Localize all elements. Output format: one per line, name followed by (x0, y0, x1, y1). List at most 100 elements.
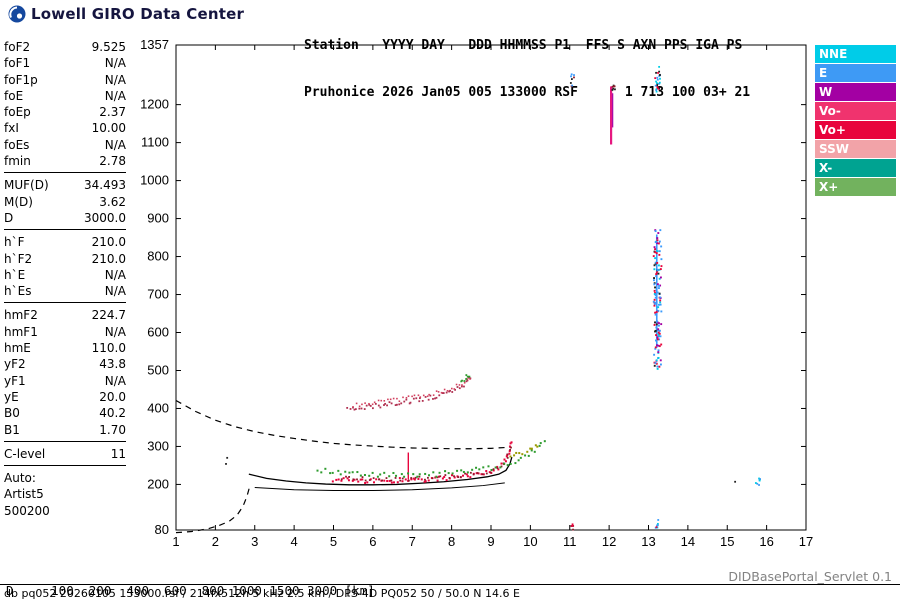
param-label: hmF1 (4, 324, 38, 339)
muf-table: D 100 200 400 600 800 1000 1500 3000 [km… (6, 553, 382, 600)
params-divider (4, 229, 126, 231)
header-values-line: Pruhonice 2026 Jan05 005 133000 RSF 1 71… (304, 84, 751, 100)
plot-frame (175, 44, 807, 531)
param-value: 40.2 (99, 406, 126, 421)
y-tick-label: 300 (147, 438, 169, 453)
series-second-hop-a (346, 376, 472, 411)
param-value: N/A (104, 72, 126, 87)
x-tick-label: 11 (563, 534, 577, 549)
param-row-ye: yE 20.0 (4, 389, 126, 405)
footer-divider (0, 584, 900, 585)
param-label: yF2 (4, 357, 26, 372)
x-tick-label: 15 (720, 534, 734, 549)
param-row-hmf1: hmF1 N/A (4, 324, 126, 340)
param-row-h-es: h`Es N/A (4, 283, 126, 299)
param-label: yF1 (4, 373, 26, 388)
y-tick-label: 200 (147, 476, 169, 491)
x-tick-label: 16 (759, 534, 773, 549)
param-value: 1.70 (99, 422, 126, 437)
param-row-foep: foEp 2.37 (4, 104, 126, 120)
param-row-fof1: foF1 N/A (4, 55, 126, 71)
x-tick-label: 9 (487, 534, 494, 549)
x-tick-label: 4 (291, 534, 298, 549)
param-row-fof1p: foF1p N/A (4, 72, 126, 88)
param-row-foe: foE N/A (4, 88, 126, 104)
param-row-h-f: h`F 210.0 (4, 234, 126, 250)
y-tick-label: 1200 (140, 97, 169, 112)
param-label: h`F2 (4, 251, 33, 266)
param-label: foEs (4, 137, 30, 152)
y-tick-label: 1000 (140, 173, 169, 188)
y-tick-label: 1357 (140, 37, 169, 52)
param-value: 43.8 (99, 357, 126, 372)
param-row-h-e: h`E N/A (4, 267, 126, 283)
param-label: MUF(D) (4, 178, 49, 193)
series-second-hop-b (352, 378, 471, 408)
param-label: C-level (4, 446, 46, 461)
series-es-dots-11 (570, 523, 575, 531)
param-value: N/A (104, 284, 126, 299)
series-o-echo-dark (340, 446, 512, 482)
x-tick-label: 3 (251, 534, 258, 549)
param-value: 10.00 (91, 121, 126, 136)
x-tick-label: 8 (448, 534, 455, 549)
x-tick-label: 10 (523, 534, 537, 549)
param-label: hmE (4, 341, 31, 356)
param-value: 34.493 (84, 178, 126, 193)
measurement-info: db pq052 20260105 133000.rsf / 214fx512h… (4, 587, 520, 600)
series-f-trace-lower (254, 482, 505, 492)
param-label: fmin (4, 154, 31, 169)
parameter-panel: foF2 9.525 foF1 N/A foF1p N/A foE N/A foEp 2.37 fx… (4, 39, 126, 519)
x-tick-label: 1 (172, 534, 179, 549)
param-label: h`E (4, 267, 26, 282)
param-label: B1 (4, 422, 20, 437)
y-tick-label: 400 (147, 400, 169, 415)
legend-w: W (815, 83, 896, 101)
x-tick-label: 17 (799, 534, 813, 549)
autoscaling-label-500200: 500200 (4, 503, 50, 518)
params-divider (4, 440, 126, 442)
param-value: 3.62 (99, 194, 126, 209)
param-row-foes: foEs N/A (4, 137, 126, 153)
lowell-giro-logo: Lowell GIRO Data Center (8, 5, 244, 23)
autoscaling-label-artist5: Artist5 (4, 487, 44, 502)
y-tick-label: 800 (147, 249, 169, 264)
y-tick-label: 600 (147, 325, 169, 340)
series-spread-top-dots-12 (611, 84, 616, 91)
param-value: 3000.0 (84, 210, 126, 225)
legend-x: X+ (815, 178, 896, 196)
param-label: B0 (4, 406, 20, 421)
param-label: foF1 (4, 56, 31, 71)
param-row-c-level: C-level 11 (4, 446, 126, 462)
series-spread-main-13 (652, 229, 663, 370)
param-label: foEp (4, 105, 31, 120)
param-row-yf2: yF2 43.8 (4, 356, 126, 372)
legend-vo: Vo- (815, 102, 896, 120)
params-divider (4, 465, 126, 467)
param-value: N/A (104, 56, 126, 71)
param-label: h`Es (4, 284, 32, 299)
autoscaling-label-auto: Auto: (4, 471, 36, 486)
param-value: 2.37 (99, 105, 126, 120)
y-tick-label: 1100 (141, 135, 169, 150)
x-tick-label: 5 (330, 534, 337, 549)
param-row-hmf2: hmF2 224.7 (4, 307, 126, 323)
param-row-fof2: foF2 9.525 (4, 39, 126, 55)
echo-legend: NNE E W Vo- Vo+ SSW X- X+ (815, 45, 896, 197)
series-x-echo (316, 440, 546, 478)
param-row-yf1: yF1 N/A (4, 373, 126, 389)
x-tick-label: 14 (681, 534, 695, 549)
y-tick-label: 80 (155, 522, 169, 537)
series-valley-dashed (175, 486, 251, 534)
params-divider (4, 172, 126, 174)
series-stray-dots (225, 456, 737, 483)
legend-nne: NNE (815, 45, 896, 63)
param-label: M(D) (4, 194, 33, 209)
x-axis: 1 2 3 4 5 6 7 8 9 10 11 12 13 14 15 16 17 (172, 45, 813, 549)
series-dots-16 (754, 477, 762, 486)
param-value: N/A (104, 137, 126, 152)
y-tick-label: 900 (147, 211, 169, 226)
servlet-version-label: DIDBasePortal_Servlet 0.1 (728, 569, 892, 584)
series-spread-top-13 (654, 65, 661, 93)
